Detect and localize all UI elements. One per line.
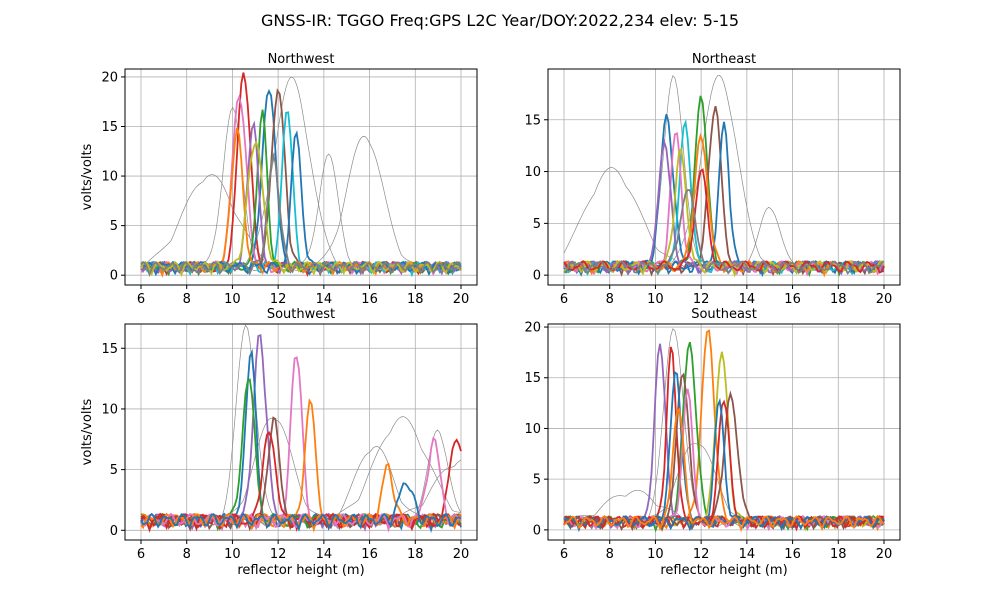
x-tick-label: 16 bbox=[361, 547, 378, 562]
x-tick-label: 6 bbox=[137, 547, 145, 562]
figure-suptitle: GNSS-IR: TGGO Freq:GPS L2C Year/DOY:2022… bbox=[261, 11, 739, 30]
axes-frame bbox=[547, 68, 901, 286]
x-tick-label: 14 bbox=[316, 547, 333, 562]
y-tick-label: 10 bbox=[101, 170, 118, 185]
x-tick-label: 18 bbox=[830, 292, 847, 307]
y-tick-label: 0 bbox=[110, 524, 118, 539]
x-tick-label: 8 bbox=[606, 547, 614, 562]
x-tick-label: 20 bbox=[453, 292, 470, 307]
x-tick-label: 12 bbox=[270, 547, 287, 562]
x-tick-label: 12 bbox=[270, 292, 287, 307]
y-tick-label: 5 bbox=[110, 219, 118, 234]
x-tick-label: 18 bbox=[407, 292, 424, 307]
x-tick-label: 18 bbox=[830, 547, 847, 562]
x-tick-label: 10 bbox=[224, 292, 241, 307]
y-tick-label: 5 bbox=[110, 463, 118, 478]
axes-frame bbox=[124, 323, 478, 541]
y-tick-label: 5 bbox=[533, 473, 541, 488]
x-tick-label: 8 bbox=[606, 292, 614, 307]
series-line bbox=[140, 152, 462, 278]
series-line bbox=[563, 407, 885, 533]
x-tick-label: 8 bbox=[183, 547, 191, 562]
x-tick-label: 14 bbox=[739, 292, 756, 307]
x-tick-label: 14 bbox=[739, 547, 756, 562]
subplot-northeast: 6 8 10 12 14 16 18 20 0 5 10 15 Northeast bbox=[524, 52, 901, 307]
x-axis-label: reflector height (m) bbox=[660, 563, 787, 578]
x-tick-label: 20 bbox=[876, 292, 893, 307]
x-tick-label: 10 bbox=[647, 292, 664, 307]
axes-frame bbox=[547, 323, 901, 541]
y-tick-label: 15 bbox=[524, 113, 541, 128]
x-tick-label: 8 bbox=[183, 292, 191, 307]
y-tick-label: 20 bbox=[101, 70, 118, 85]
y-tick-label: 15 bbox=[101, 342, 118, 357]
x-axis-label: reflector height (m) bbox=[237, 563, 364, 578]
y-tick-label: 0 bbox=[533, 269, 541, 284]
subplot-title: Southeast bbox=[691, 307, 757, 322]
series-line bbox=[140, 130, 462, 277]
y-tick-label: 10 bbox=[101, 402, 118, 417]
y-axis-label: volts/volts bbox=[80, 143, 95, 210]
x-tick-label: 16 bbox=[784, 547, 801, 562]
y-tick-label: 5 bbox=[533, 217, 541, 232]
x-tick-label: 6 bbox=[560, 547, 568, 562]
x-tick-label: 14 bbox=[316, 292, 333, 307]
plot-area bbox=[563, 75, 885, 278]
x-tick-label: 12 bbox=[693, 292, 710, 307]
y-axis-label: volts/volts bbox=[80, 398, 95, 465]
x-tick-label: 10 bbox=[647, 547, 664, 562]
series-line bbox=[140, 482, 462, 532]
subplot-title: Northwest bbox=[268, 52, 335, 67]
plot-area bbox=[140, 72, 462, 278]
subplot-grid: 6 8 10 12 14 16 18 20 0 5 10 15 20 Northwest volts/vol… bbox=[80, 52, 901, 578]
x-tick-label: 20 bbox=[453, 547, 470, 562]
axes-frame bbox=[124, 68, 478, 286]
x-tick-label: 12 bbox=[693, 547, 710, 562]
y-tick-label: 20 bbox=[524, 321, 541, 336]
x-tick-label: 18 bbox=[407, 547, 424, 562]
subplot-southwest: 6 8 10 12 14 16 18 20 0 5 10 15 Southwest volts/volts… bbox=[80, 307, 478, 578]
x-tick-label: 16 bbox=[784, 292, 801, 307]
series-line bbox=[563, 189, 885, 275]
series-line bbox=[140, 398, 462, 532]
plot-area bbox=[563, 328, 885, 533]
plot-area bbox=[140, 324, 462, 534]
y-tick-label: 15 bbox=[101, 120, 118, 135]
x-tick-label: 10 bbox=[224, 547, 241, 562]
x-tick-label: 16 bbox=[361, 292, 378, 307]
x-tick-label: 6 bbox=[560, 292, 568, 307]
subplot-title: Southwest bbox=[267, 307, 335, 322]
x-tick-label: 20 bbox=[876, 547, 893, 562]
x-tick-label: 6 bbox=[137, 292, 145, 307]
subplot-northwest: 6 8 10 12 14 16 18 20 0 5 10 15 20 Northwest volts/vol… bbox=[80, 52, 478, 307]
y-tick-label: 10 bbox=[524, 165, 541, 180]
y-tick-label: 0 bbox=[533, 523, 541, 538]
subplot-southeast: 6 8 10 12 14 16 18 20 0 5 10 15 20 Southeast reflector… bbox=[524, 307, 901, 578]
subplot-title: Northeast bbox=[692, 52, 756, 67]
y-tick-label: 10 bbox=[524, 422, 541, 437]
y-tick-label: 15 bbox=[524, 371, 541, 386]
y-tick-label: 0 bbox=[110, 269, 118, 284]
